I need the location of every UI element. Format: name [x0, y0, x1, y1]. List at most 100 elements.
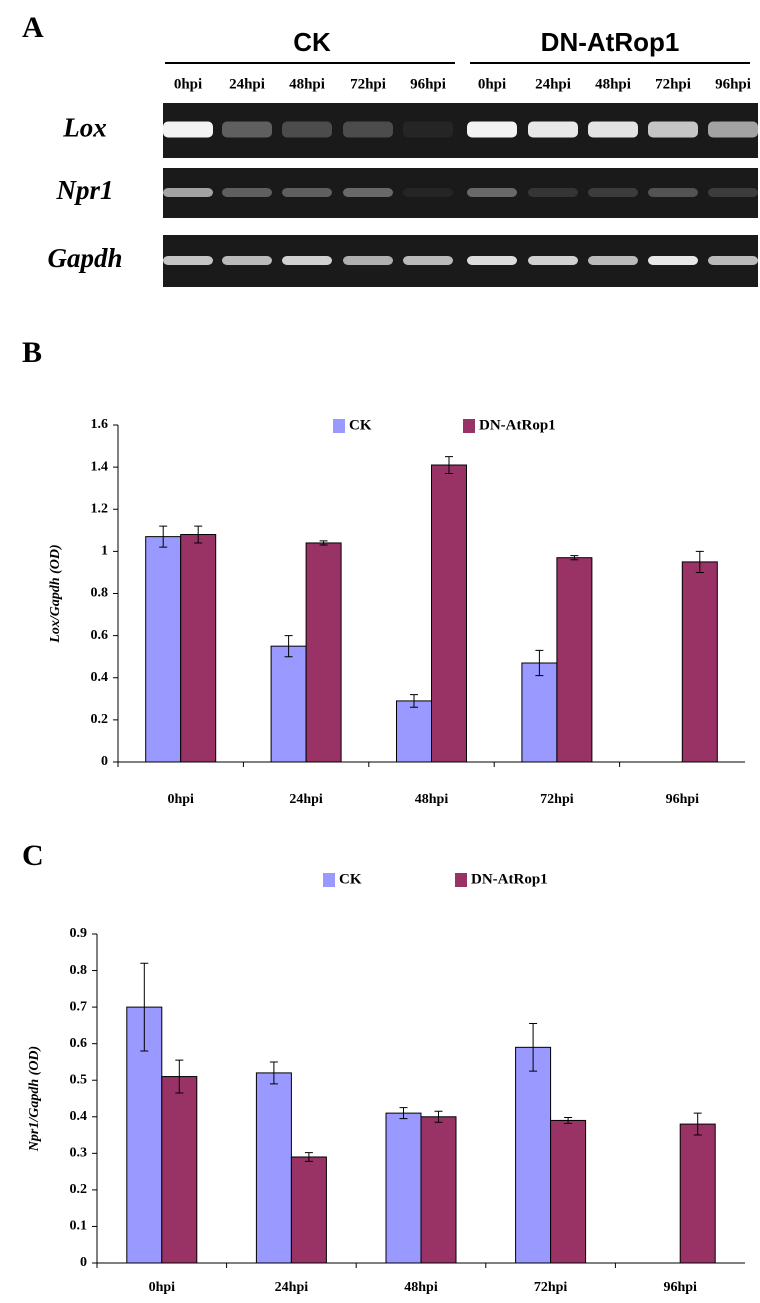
x-tick-label: 96hpi — [666, 792, 700, 807]
x-tick-label: 48hpi — [404, 1280, 438, 1295]
gel-band — [467, 188, 517, 197]
y-tick-label: 0 — [101, 754, 108, 769]
bar — [306, 543, 341, 762]
gel-band — [343, 122, 393, 138]
gel-band — [343, 188, 393, 197]
legend-label: DN-AtRop1 — [471, 871, 548, 887]
bar — [386, 1113, 421, 1263]
y-tick-label: 0.8 — [91, 586, 109, 601]
x-tick-label: 72hpi — [534, 1280, 568, 1295]
legend-label: CK — [349, 417, 372, 433]
y-tick-label: 0.6 — [70, 1036, 88, 1051]
gel-band — [528, 122, 578, 138]
x-tick-label: 0hpi — [167, 792, 194, 807]
y-tick-label: 0.5 — [70, 1072, 88, 1087]
y-tick-label: 0.3 — [70, 1146, 88, 1161]
gel-band — [403, 122, 453, 138]
gel-band — [282, 188, 332, 197]
gel-band — [708, 188, 758, 197]
lane-label: 72hpi — [655, 76, 691, 92]
y-tick-label: 0.2 — [91, 712, 109, 727]
y-tick-label: 0.6 — [91, 628, 109, 643]
bar — [421, 1117, 456, 1263]
y-tick-label: 0.8 — [70, 963, 88, 978]
bar — [162, 1077, 197, 1263]
gel-band — [648, 256, 698, 265]
panel-label: B — [22, 336, 42, 369]
gene-label: Gapdh — [47, 243, 122, 273]
bar — [181, 535, 216, 762]
y-tick-label: 0.4 — [70, 1109, 88, 1124]
group-label: DN-AtRop1 — [541, 27, 680, 57]
y-tick-label: 0.1 — [70, 1219, 88, 1234]
y-tick-label: 0.7 — [70, 999, 88, 1014]
y-tick-label: 1 — [101, 544, 108, 559]
bar — [557, 558, 592, 762]
gel-band — [467, 122, 517, 138]
gel-band — [163, 188, 213, 197]
bar — [680, 1124, 715, 1263]
x-tick-label: 96hpi — [663, 1280, 697, 1295]
gene-label: Lox — [62, 113, 107, 143]
gel-band — [467, 256, 517, 265]
y-tick-label: 0.9 — [70, 926, 88, 941]
bar — [516, 1047, 551, 1263]
gel-band — [648, 122, 698, 138]
gel-band — [403, 188, 453, 197]
bar — [522, 663, 557, 762]
y-tick-label: 1.6 — [91, 417, 109, 432]
gel-band — [282, 122, 332, 138]
gel-band — [403, 256, 453, 265]
y-tick-label: 0.2 — [70, 1182, 88, 1197]
gel-band — [708, 256, 758, 265]
gel-band — [588, 256, 638, 265]
bar — [432, 465, 467, 762]
bar — [271, 646, 306, 762]
gel-band — [163, 256, 213, 265]
lane-label: 96hpi — [410, 76, 446, 92]
y-tick-label: 1.2 — [91, 501, 109, 516]
lane-label: 24hpi — [229, 76, 265, 92]
bar — [682, 562, 717, 762]
y-tick-label: 0 — [80, 1255, 87, 1270]
legend-swatch — [455, 873, 467, 887]
lane-label: 0hpi — [478, 76, 506, 92]
lane-label: 24hpi — [535, 76, 571, 92]
y-tick-label: 0.4 — [91, 670, 109, 685]
group-label: CK — [293, 27, 331, 57]
figure: A B C CK DN-AtRop1 0hpi 24hpi 48hpi 72hpi 96… — [0, 0, 760, 1303]
panel-label: A — [22, 11, 44, 44]
bar — [551, 1120, 586, 1263]
x-tick-label: 24hpi — [289, 792, 323, 807]
legend-swatch — [333, 419, 345, 433]
gel-band — [343, 256, 393, 265]
bar — [146, 537, 181, 762]
legend-swatch — [323, 873, 335, 887]
x-tick-label: 48hpi — [415, 792, 449, 807]
x-tick-label: 0hpi — [149, 1280, 176, 1295]
lane-label: 0hpi — [174, 76, 202, 92]
legend-swatch — [463, 419, 475, 433]
legend-label: DN-AtRop1 — [479, 417, 556, 433]
bar — [397, 701, 432, 762]
x-tick-label: 72hpi — [540, 792, 574, 807]
gel-band — [163, 122, 213, 138]
panel-label: C — [22, 839, 44, 872]
gel-band — [528, 256, 578, 265]
lane-label: 48hpi — [289, 76, 325, 92]
lane-label: 72hpi — [350, 76, 386, 92]
gel-band — [588, 122, 638, 138]
gene-label: Npr1 — [55, 175, 113, 205]
gel-band — [222, 256, 272, 265]
lane-label: 48hpi — [595, 76, 631, 92]
gel-band — [648, 188, 698, 197]
y-axis-label: Npr1/Gapdh (OD) — [27, 1046, 42, 1152]
legend-label: CK — [339, 871, 362, 887]
gel-band — [588, 188, 638, 197]
gel-band — [708, 122, 758, 138]
y-axis-label: Lox/Gapdh (OD) — [48, 544, 63, 643]
y-tick-label: 1.4 — [91, 459, 109, 474]
gel-band — [528, 188, 578, 197]
bar — [256, 1073, 291, 1263]
gel-band — [282, 256, 332, 265]
